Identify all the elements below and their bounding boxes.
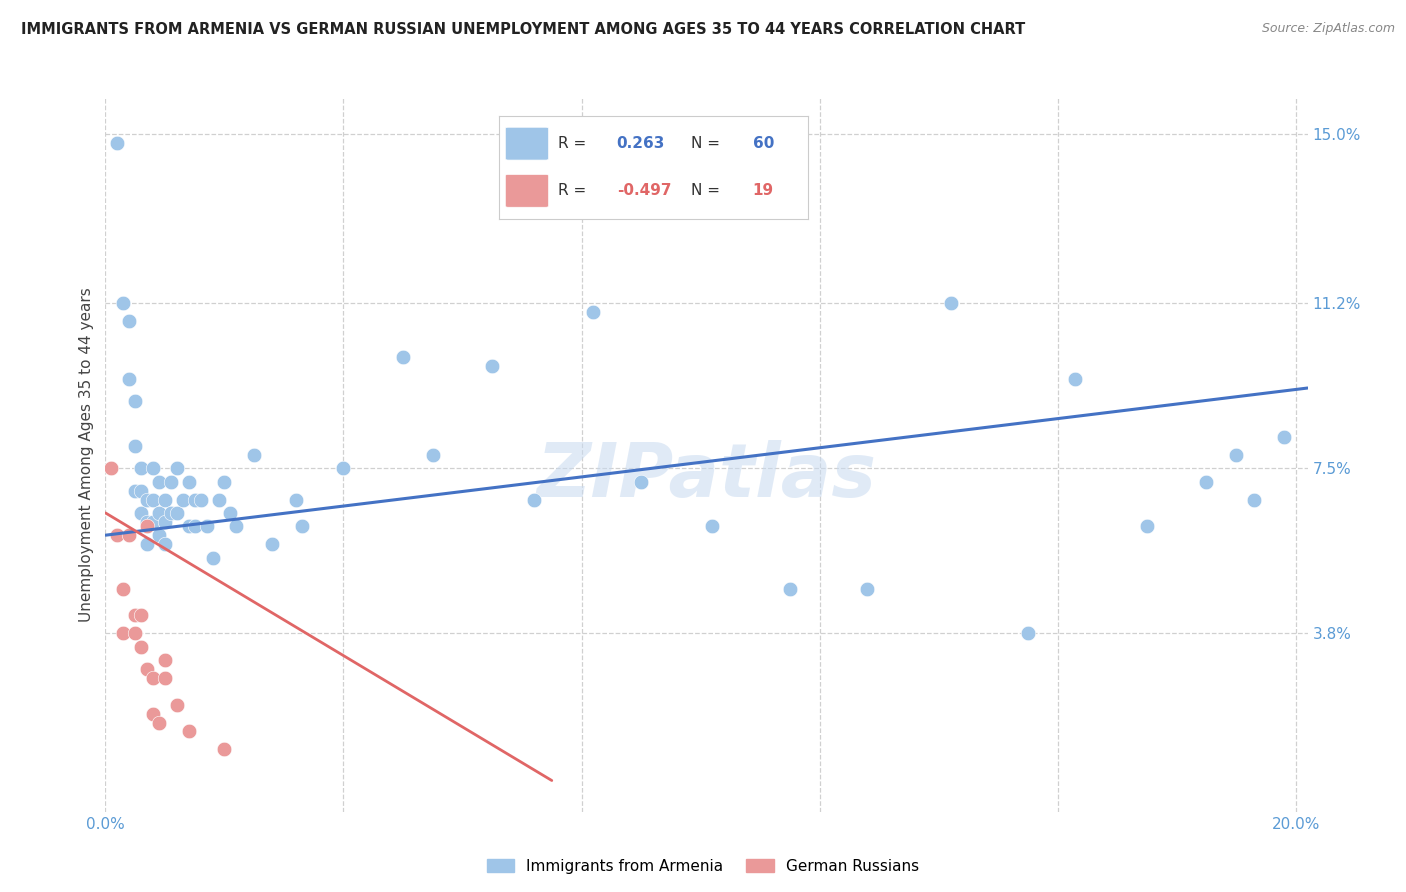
Point xyxy=(124,483,146,498)
Point xyxy=(153,537,176,551)
Point xyxy=(166,506,188,520)
Point xyxy=(124,626,146,640)
Point xyxy=(118,372,141,386)
Point xyxy=(422,448,444,462)
Point xyxy=(243,448,266,462)
Point xyxy=(136,662,159,676)
Point xyxy=(153,671,176,685)
Point xyxy=(136,515,159,529)
Point xyxy=(166,698,188,712)
Point xyxy=(856,582,879,596)
Point xyxy=(136,519,159,533)
Point xyxy=(262,537,284,551)
Point xyxy=(1017,626,1039,640)
Point xyxy=(1064,372,1087,386)
Point xyxy=(207,492,229,507)
Point xyxy=(214,742,236,756)
Point xyxy=(100,461,122,475)
Point xyxy=(148,715,170,730)
Point xyxy=(939,296,962,310)
Point xyxy=(129,461,152,475)
Point xyxy=(118,528,141,542)
Point xyxy=(124,608,146,623)
Point xyxy=(124,439,146,453)
Point xyxy=(105,528,128,542)
Point xyxy=(142,671,165,685)
Point xyxy=(160,475,183,489)
Point xyxy=(142,515,165,529)
Point xyxy=(129,640,152,654)
Point xyxy=(1225,448,1247,462)
FancyBboxPatch shape xyxy=(505,175,548,207)
Point xyxy=(1272,430,1295,444)
Point xyxy=(183,492,205,507)
Point xyxy=(118,314,141,328)
Point xyxy=(160,506,183,520)
Point xyxy=(177,475,200,489)
Point xyxy=(201,550,224,565)
Point xyxy=(142,461,165,475)
Point xyxy=(225,519,247,533)
Point xyxy=(1195,475,1218,489)
Point xyxy=(112,582,135,596)
Point xyxy=(112,296,135,310)
Point xyxy=(1243,492,1265,507)
Legend: Immigrants from Armenia, German Russians: Immigrants from Armenia, German Russians xyxy=(481,853,925,880)
Point xyxy=(112,626,135,640)
Text: Source: ZipAtlas.com: Source: ZipAtlas.com xyxy=(1261,22,1395,36)
Point xyxy=(129,608,152,623)
Text: 60: 60 xyxy=(752,136,775,151)
Point xyxy=(177,519,200,533)
Text: 19: 19 xyxy=(752,184,773,198)
Text: N =: N = xyxy=(690,184,724,198)
Point xyxy=(177,724,200,739)
Point xyxy=(153,653,176,667)
Point xyxy=(148,475,170,489)
Point xyxy=(105,136,128,150)
FancyBboxPatch shape xyxy=(505,128,548,160)
Point xyxy=(582,305,605,319)
Point xyxy=(124,394,146,409)
Text: ZIPatlas: ZIPatlas xyxy=(537,440,876,513)
Text: IMMIGRANTS FROM ARMENIA VS GERMAN RUSSIAN UNEMPLOYMENT AMONG AGES 35 TO 44 YEARS: IMMIGRANTS FROM ARMENIA VS GERMAN RUSSIA… xyxy=(21,22,1025,37)
Point xyxy=(148,528,170,542)
Text: N =: N = xyxy=(690,136,724,151)
Point xyxy=(172,492,194,507)
Point xyxy=(219,506,242,520)
Point xyxy=(166,461,188,475)
Point xyxy=(523,492,546,507)
Point xyxy=(153,515,176,529)
Y-axis label: Unemployment Among Ages 35 to 44 years: Unemployment Among Ages 35 to 44 years xyxy=(79,287,94,623)
Point xyxy=(702,519,724,533)
Point xyxy=(195,519,218,533)
Point xyxy=(142,492,165,507)
Point xyxy=(332,461,354,475)
Point xyxy=(392,350,415,364)
Point xyxy=(136,492,159,507)
Point xyxy=(183,519,205,533)
Point xyxy=(153,492,176,507)
Point xyxy=(284,492,307,507)
Text: -0.497: -0.497 xyxy=(617,184,671,198)
Text: R =: R = xyxy=(558,136,591,151)
Point xyxy=(291,519,314,533)
Point xyxy=(630,475,652,489)
Point xyxy=(129,483,152,498)
Point xyxy=(148,506,170,520)
Point xyxy=(129,506,152,520)
Text: 0.263: 0.263 xyxy=(617,136,665,151)
Point xyxy=(1136,519,1159,533)
Point xyxy=(142,706,165,721)
Point xyxy=(481,359,503,373)
Point xyxy=(214,475,236,489)
Point xyxy=(136,537,159,551)
Point xyxy=(779,582,801,596)
Text: R =: R = xyxy=(558,184,591,198)
Point xyxy=(190,492,212,507)
